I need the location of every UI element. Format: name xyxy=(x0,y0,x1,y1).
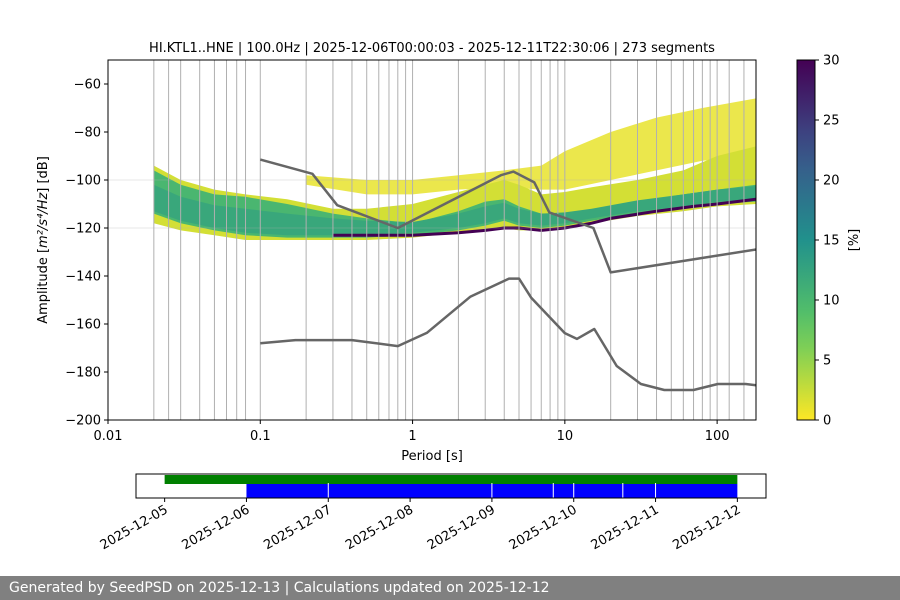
x-tick-label: 0.01 xyxy=(94,429,123,444)
y-tick-label: −80 xyxy=(74,126,101,141)
timeline-tick-label: 2025-12-11 xyxy=(589,502,662,553)
x-tick-label: 0.1 xyxy=(250,429,271,444)
data-availability-green xyxy=(164,475,738,484)
footer-text: Generated by SeedPSD on 2025-12-13 | Cal… xyxy=(9,580,550,596)
y-tick-label: −200 xyxy=(65,414,101,429)
x-tick-label: 1 xyxy=(408,429,416,444)
colorbar-tick-label: 20 xyxy=(823,174,840,189)
y-axis-label-prefix: Amplitude [ xyxy=(36,248,51,324)
colorbar-tick-label: 5 xyxy=(823,354,831,369)
chart-title: HI.KTL1..HNE | 100.0Hz | 2025-12-06T00:0… xyxy=(149,41,715,56)
colorbar-tick-label: 10 xyxy=(823,294,840,309)
y-tick-label: −100 xyxy=(65,174,101,189)
y-axis-label-suffix: ] [dB] xyxy=(36,156,51,193)
x-tick-label: 100 xyxy=(705,429,730,444)
y-axis-label: Amplitude [m²/s⁴/Hz] [dB] xyxy=(36,156,51,324)
nlnm-line xyxy=(260,277,756,392)
colorbar-bar xyxy=(796,59,816,421)
y-axis-label-math: m²/s⁴/Hz xyxy=(36,192,51,248)
timeline-tick-label: 2025-12-12 xyxy=(670,502,743,553)
plot-frame xyxy=(107,59,757,421)
timeline-tick-label: 2025-12-07 xyxy=(261,502,334,553)
colorbar-tick-label: 30 xyxy=(823,54,840,69)
nhnm-line xyxy=(259,158,756,274)
density-core-band xyxy=(153,184,756,236)
colorbar-tick-label: 25 xyxy=(823,114,840,129)
timeline-tick-label: 2025-12-05 xyxy=(98,502,171,553)
density-outlier-band xyxy=(306,98,756,195)
timeline-tick-label: 2025-12-10 xyxy=(507,502,580,553)
y-tick-label: −140 xyxy=(65,270,101,285)
y-tick-label: −160 xyxy=(65,318,101,333)
y-tick-label: −120 xyxy=(65,222,101,237)
y-tick-label: −180 xyxy=(65,366,101,381)
footer-bar: Generated by SeedPSD on 2025-12-13 | Cal… xyxy=(0,576,900,600)
timeline-frame xyxy=(135,473,767,499)
availability-timeline: 2025-12-05 2025-12-06 2025-12-07 2025-12-08… xyxy=(98,473,767,553)
colorbar-tick-label: 0 xyxy=(823,414,831,429)
timeline-tick-label: 2025-12-06 xyxy=(180,502,253,553)
timeline-tick-label: 2025-12-09 xyxy=(425,502,498,553)
colorbar-label: [%] xyxy=(847,229,862,252)
colorbar-tick-label: 15 xyxy=(823,234,840,249)
colorbar: 0 5 10 15 20 25 30 [%] xyxy=(796,54,862,429)
timeline-tick-label: 2025-12-08 xyxy=(343,502,416,553)
x-tick-label: 10 xyxy=(557,429,574,444)
plot-body xyxy=(108,60,756,420)
x-axis-label: Period [s] xyxy=(401,449,463,464)
y-tick-label: −60 xyxy=(74,78,101,93)
